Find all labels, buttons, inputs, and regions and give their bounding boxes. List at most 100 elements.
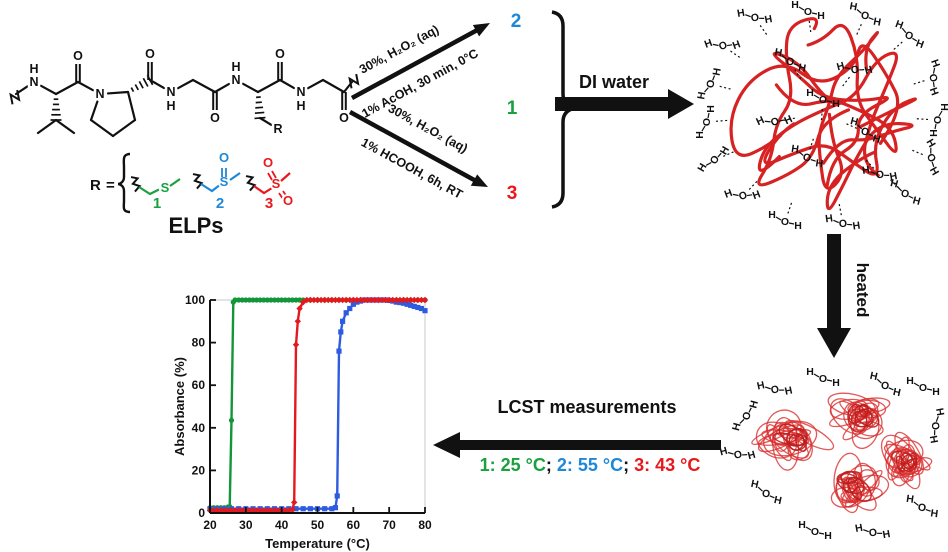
di-water-label: DI water xyxy=(579,72,649,92)
hydrogen-bond xyxy=(911,80,925,86)
sulfur-atom: S xyxy=(220,174,229,189)
svg-text:H: H xyxy=(746,449,756,463)
svg-text:H: H xyxy=(764,13,774,26)
svg-text:H: H xyxy=(694,131,706,139)
hydrogen-bond xyxy=(844,122,858,129)
svg-text:H: H xyxy=(889,177,899,191)
atom-label-N: N xyxy=(95,87,104,101)
polymer-chain xyxy=(774,23,898,153)
svg-text:H: H xyxy=(928,58,942,69)
svg-text:O: O xyxy=(737,189,749,203)
svg-text:H: H xyxy=(695,91,708,101)
svg-text:O: O xyxy=(733,448,744,462)
hydrogen-bond xyxy=(787,200,793,214)
y-tick-label: 40 xyxy=(192,421,206,435)
svg-text:O: O xyxy=(704,79,717,89)
atom-label-H: H xyxy=(29,62,38,76)
svg-text:H: H xyxy=(906,375,914,387)
chain-break-squiggle xyxy=(245,175,257,192)
svg-text:O: O xyxy=(900,187,911,201)
svg-text:O: O xyxy=(850,63,861,77)
collapsed-globule xyxy=(830,452,890,514)
chart-series-2 xyxy=(207,297,428,512)
svg-text:H: H xyxy=(806,366,814,378)
swollen-network-graphic: HOHHOHHOHHOHHOHHOHHOHHOHHOHHOHHOHHOHHOHH… xyxy=(694,0,948,233)
svg-text:H: H xyxy=(705,105,717,113)
equals-sign: = xyxy=(106,177,115,194)
oxidation-arrow-bottom xyxy=(348,110,488,187)
hydrogen-bond xyxy=(715,119,729,122)
curly-brace xyxy=(117,152,131,214)
svg-text:H: H xyxy=(736,7,746,20)
svg-text:O: O xyxy=(860,125,871,139)
oxidation-arrow-top xyxy=(350,23,490,100)
svg-text:H: H xyxy=(849,0,859,13)
r2-number: 2 xyxy=(216,195,224,212)
hydrogen-bond xyxy=(841,76,850,88)
polymer-chain xyxy=(757,51,899,177)
polymer-chain xyxy=(729,44,900,157)
svg-text:O: O xyxy=(785,55,795,68)
r-group-definitions: R = S 1 S O 2 S O O 3 xyxy=(90,148,295,214)
y-tick-label: 60 xyxy=(192,378,206,392)
atom-label-N: N xyxy=(166,85,175,99)
atom-label-H: H xyxy=(296,99,305,113)
svg-text:O: O xyxy=(924,151,938,164)
atom-label-H: H xyxy=(166,99,175,113)
oxygen-atom-bottom: O xyxy=(283,193,293,208)
y-tick-label: 80 xyxy=(192,336,206,350)
elps-title: ELPs xyxy=(168,213,224,238)
svg-text:O: O xyxy=(928,421,941,431)
svg-text:H: H xyxy=(768,209,776,221)
svg-text:O: O xyxy=(931,116,943,124)
svg-text:H: H xyxy=(930,507,939,520)
y-tick-label: 100 xyxy=(185,293,205,307)
x-tick-label: 30 xyxy=(239,518,253,532)
svg-text:O: O xyxy=(926,72,940,84)
r1-number: 1 xyxy=(153,195,161,212)
y-tick-label: 20 xyxy=(192,463,206,477)
atom-label-O: O xyxy=(145,47,155,61)
product-1-label: 1 xyxy=(507,98,518,119)
hydrogen-bond xyxy=(748,179,759,190)
svg-text:H: H xyxy=(824,530,832,542)
r-group-sulfoxide: S O 2 xyxy=(192,148,241,212)
polymer-chain xyxy=(772,52,889,188)
hydrogen-bond xyxy=(888,178,899,189)
hydrogen-bond xyxy=(820,108,823,122)
svg-text:O: O xyxy=(919,382,927,394)
svg-text:O: O xyxy=(903,29,915,43)
r3-number: 3 xyxy=(265,195,273,212)
svg-text:H: H xyxy=(791,143,800,156)
svg-text:H: H xyxy=(723,187,734,201)
svg-text:H: H xyxy=(832,377,840,389)
svg-text:H: H xyxy=(794,220,802,232)
lcst-arrow xyxy=(433,432,721,458)
svg-text:H: H xyxy=(852,220,861,233)
oxygen-atom-top: O xyxy=(263,155,273,170)
svg-text:H: H xyxy=(871,132,881,146)
x-tick-label: 70 xyxy=(382,518,396,532)
svg-text:O: O xyxy=(917,501,927,514)
water-molecule: HOH xyxy=(695,144,732,174)
svg-text:O: O xyxy=(819,373,827,385)
water-molecule: HOH xyxy=(926,58,942,97)
product-2-label: 2 xyxy=(511,11,522,32)
hydrogen-bond xyxy=(730,50,742,59)
lcst-value-2: 2: 55 °C xyxy=(556,455,624,475)
down-arrow xyxy=(817,234,851,358)
di-water-arrow: DI water xyxy=(555,72,694,119)
hydrogen-bond xyxy=(864,158,875,169)
svg-text:O: O xyxy=(781,216,789,228)
